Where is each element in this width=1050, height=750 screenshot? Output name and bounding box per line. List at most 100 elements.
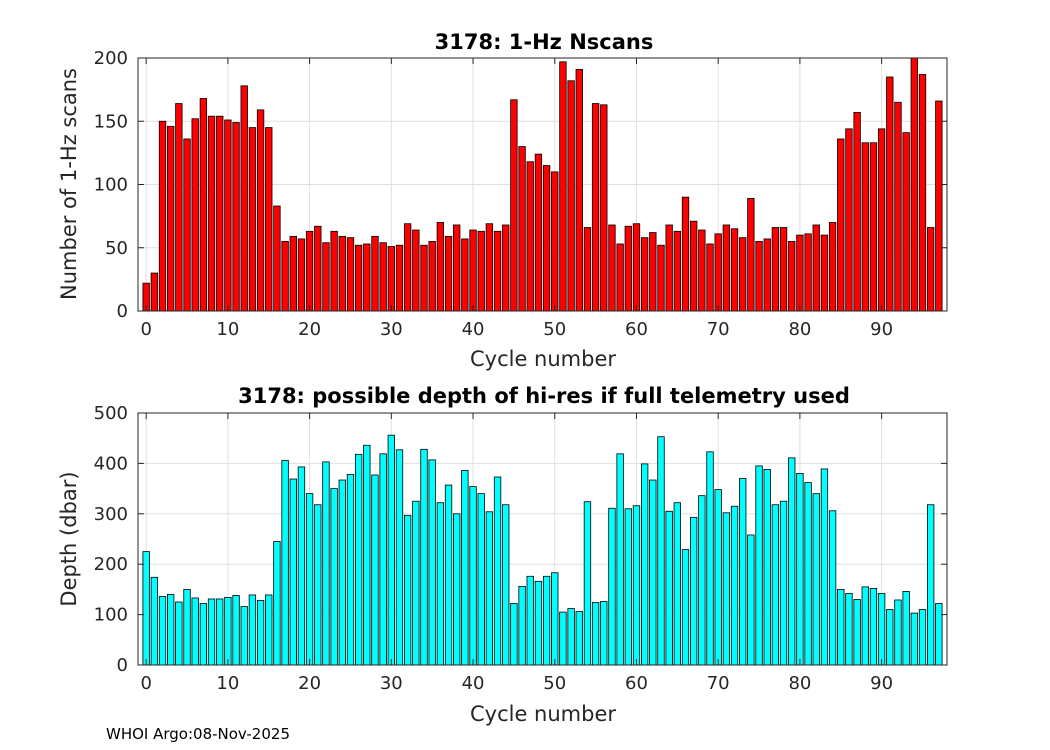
bar [167, 125, 175, 312]
bar [796, 473, 804, 666]
bar [469, 229, 477, 312]
bar [224, 119, 232, 312]
bar [387, 246, 395, 312]
bar [150, 576, 159, 666]
x-tick-label: 20 [298, 673, 321, 694]
bar [207, 115, 216, 312]
bar [690, 220, 698, 312]
bar [379, 453, 387, 666]
bar [665, 224, 673, 312]
bar [575, 611, 583, 666]
bar [379, 242, 387, 312]
bar [461, 470, 469, 666]
bar [559, 611, 567, 666]
bar [412, 500, 420, 666]
bar [199, 603, 208, 666]
bar [640, 463, 649, 666]
bar [763, 238, 771, 312]
bar [510, 99, 518, 312]
bar [837, 138, 845, 312]
bar [436, 502, 445, 666]
bar [232, 595, 240, 666]
bar [575, 68, 583, 312]
bar [771, 504, 780, 666]
bar [673, 502, 682, 666]
x-tick-label: 10 [216, 319, 239, 340]
bar [281, 459, 289, 666]
bar [371, 235, 379, 312]
bar [722, 512, 731, 666]
x-tick-label: 50 [543, 319, 566, 340]
x-tick-label: 80 [788, 673, 811, 694]
bar [314, 225, 322, 312]
bar [150, 272, 159, 312]
x-tick-label: 0 [140, 319, 151, 340]
bar [779, 500, 788, 666]
bar [820, 234, 829, 312]
bar [444, 484, 453, 666]
bar [428, 459, 436, 666]
bar [354, 244, 363, 312]
bar [248, 594, 257, 666]
bar [534, 580, 543, 666]
bar [477, 493, 485, 666]
bar [706, 451, 714, 666]
bar [918, 74, 927, 312]
bar [861, 586, 869, 666]
y-axis-label: Depth (dbar) [57, 471, 81, 606]
bar [142, 551, 150, 666]
bar [322, 242, 330, 312]
x-tick-label: 60 [625, 319, 648, 340]
bar [845, 128, 853, 312]
bar [730, 228, 739, 312]
bar [690, 516, 698, 666]
bar [216, 115, 224, 312]
bar [199, 98, 208, 312]
bar [395, 449, 404, 666]
bar [812, 493, 820, 666]
bar [828, 510, 837, 666]
bar [289, 478, 297, 666]
footer-credit: WHOI Argo:08-Nov-2025 [106, 725, 290, 743]
bar [322, 461, 330, 666]
bar [779, 227, 788, 312]
bar [673, 230, 682, 312]
bar [714, 233, 722, 312]
bar [616, 243, 624, 312]
bar [665, 510, 673, 666]
bar [910, 612, 918, 666]
bar [559, 61, 567, 312]
bar [265, 594, 273, 666]
x-tick-label: 50 [543, 673, 566, 694]
bar [461, 238, 469, 312]
bar [158, 596, 167, 666]
y-tick-label: 500 [94, 403, 128, 424]
bar [747, 534, 755, 666]
bar [796, 234, 804, 312]
x-tick-label: 20 [298, 319, 321, 340]
bar [363, 444, 371, 666]
bar [894, 101, 902, 312]
x-tick-label: 60 [625, 673, 648, 694]
x-tick-label: 80 [788, 319, 811, 340]
bar [305, 230, 314, 312]
bar [902, 591, 910, 666]
bar [256, 600, 265, 666]
bar [518, 146, 526, 312]
bar [175, 601, 183, 666]
chart-title: 3178: 1-Hz Nscans [435, 30, 654, 54]
bar [346, 474, 355, 666]
bar [877, 593, 886, 666]
bar [755, 241, 763, 312]
bar [412, 229, 420, 312]
bar [886, 76, 894, 312]
y-tick-label: 150 [94, 111, 128, 132]
bar [297, 238, 306, 312]
bar [624, 508, 632, 666]
bar [240, 606, 248, 666]
bar [616, 453, 624, 666]
bar [273, 205, 281, 312]
bar [469, 486, 477, 666]
bar [828, 222, 837, 312]
bar [224, 597, 232, 666]
